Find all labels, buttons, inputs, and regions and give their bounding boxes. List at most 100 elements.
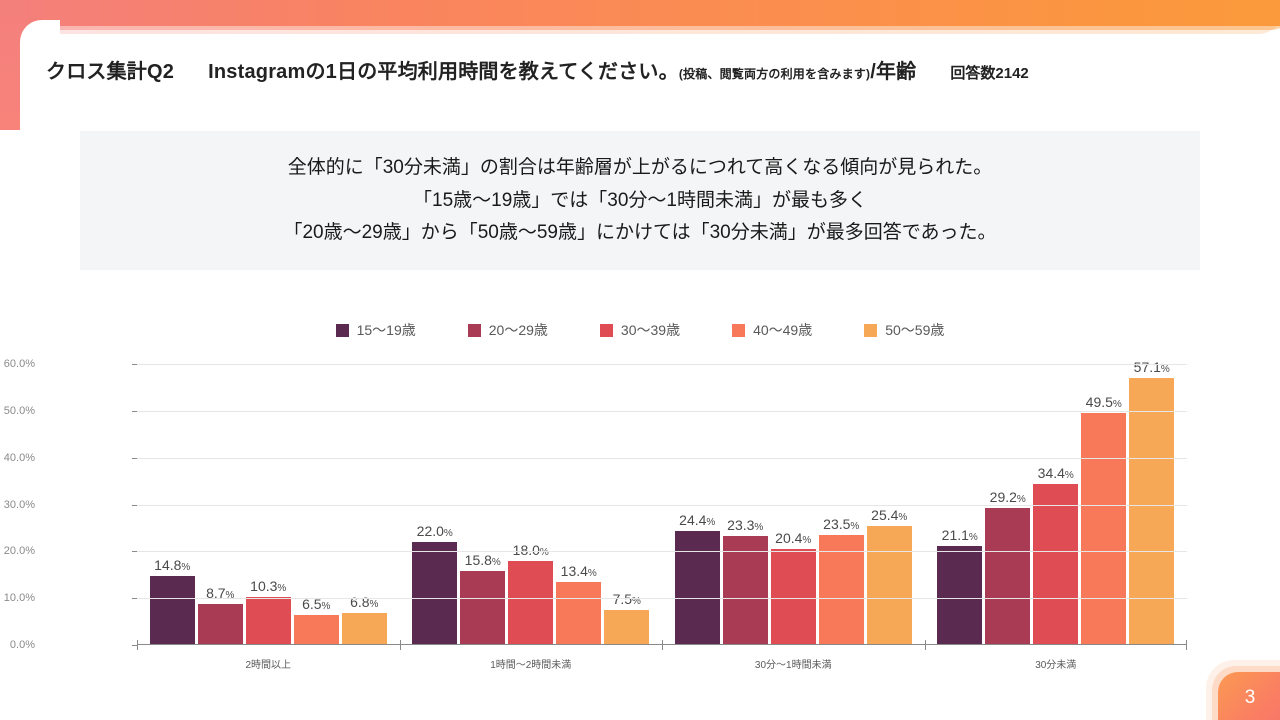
legend-label: 50〜59歳 xyxy=(885,322,945,338)
legend-item-1[interactable]: 15〜19歳 xyxy=(335,320,416,340)
bar-group-2: 22.0%15.8%18.0%13.4%7.5%1時間〜2時間未満 xyxy=(399,364,663,671)
bar-value-label: 8.7% xyxy=(206,585,234,604)
legend-swatch-icon xyxy=(599,323,613,337)
bar-slot: 6.5% xyxy=(293,364,339,645)
question-id: クロス集計Q2 xyxy=(46,61,175,83)
summary-line-3: 「20歳〜29歳」から「50歳〜59歳」にかけては「30分未満」が最多回答であっ… xyxy=(283,222,997,244)
bar[interactable]: 8.7% xyxy=(197,585,243,645)
legend-item-4[interactable]: 40〜49歳 xyxy=(732,320,812,340)
bar[interactable]: 49.5% xyxy=(1081,394,1127,645)
bar[interactable]: 21.1% xyxy=(937,527,983,645)
legend-swatch-icon xyxy=(732,323,746,337)
question-title: Instagramの1日の平均利用時間を教えてください。(投稿、閲覧両方の利用を… xyxy=(208,55,916,84)
bar[interactable]: 6.8% xyxy=(341,594,387,645)
cross-axis-label: /年齢 xyxy=(870,61,917,83)
bar[interactable]: 10.3% xyxy=(245,578,291,645)
accent-notch-fill xyxy=(20,110,50,150)
bar-slot: 49.5% xyxy=(1081,364,1127,645)
bar-value-label: 10.3% xyxy=(250,578,286,597)
legend-item-5[interactable]: 50〜59歳 xyxy=(864,320,944,340)
y-axis-tick-mark xyxy=(132,504,137,506)
bar-slot: 22.0% xyxy=(412,364,458,645)
bar[interactable]: 6.5% xyxy=(293,596,339,645)
bar-value-label: 13.4% xyxy=(561,563,597,582)
x-axis-tick-mark xyxy=(662,640,663,650)
bar-value-number: 13.4 xyxy=(560,563,588,580)
bar[interactable]: 22.0% xyxy=(412,523,458,645)
bar[interactable]: 57.1% xyxy=(1129,359,1175,645)
bar-value-unit: % xyxy=(754,521,764,533)
bar-value-unit: % xyxy=(632,595,641,607)
summary-line-1: 全体的に「30分未満」の割合は年齢層が上がるにつれて高くなる傾向が見られた。 xyxy=(287,156,993,178)
gridline xyxy=(137,364,1187,365)
bar-slot: 29.2% xyxy=(985,364,1031,645)
summary-line-2: 「15歳〜19歳」では「30分〜1時間未満」が最も多く xyxy=(413,189,867,211)
bar-value-number: 20.4 xyxy=(775,530,803,547)
bar-slot: 57.1% xyxy=(1129,359,1175,645)
bar-value-number: 23.5 xyxy=(823,515,851,532)
y-axis-tick-label: 40.0% xyxy=(3,451,35,464)
gridline xyxy=(137,457,1187,459)
bar-value-label: 23.5% xyxy=(823,516,859,535)
bar-group-1: 14.8% 8.7% 10.3% 6.5% 6.8% 2時間以上 xyxy=(137,364,400,671)
legend-label: 40〜49歳 xyxy=(753,322,813,338)
y-axis-tick-label: 60.0% xyxy=(3,358,35,370)
gridline xyxy=(137,551,1187,553)
bar[interactable]: 15.8% xyxy=(460,552,506,645)
bar-value-label: 22.0% xyxy=(417,523,453,542)
bar-value-label: 57.1% xyxy=(1134,359,1170,378)
legend-swatch-icon xyxy=(335,323,349,337)
x-axis-category-label: 1時間〜2時間未満 xyxy=(490,660,572,671)
bar[interactable]: 23.5% xyxy=(818,516,864,645)
bar-groups: 14.8% 8.7% 10.3% 6.5% 6.8% 2時間以上 22.0% 15.8% 18.… xyxy=(137,359,1187,671)
bar-value-unit: % xyxy=(1160,363,1170,375)
y-axis-tick-label: 10.0% xyxy=(3,592,35,605)
y-axis-tick-mark xyxy=(132,598,137,600)
bar-value-number: 14.8 xyxy=(154,556,182,573)
legend-item-2[interactable]: 20〜29歳 xyxy=(467,320,548,340)
bar-value-number: 29.2 xyxy=(989,489,1017,506)
bar-value-label: 25.4% xyxy=(871,507,907,526)
bar[interactable]: 34.4% xyxy=(1033,465,1079,645)
bar-value-unit: % xyxy=(706,516,716,528)
bar-slot: 34.4% xyxy=(1033,364,1079,645)
bar-slot: 23.3% xyxy=(722,364,768,645)
bar[interactable]: 25.4% xyxy=(866,507,912,645)
response-count: 回答数2142 xyxy=(950,65,1029,82)
summary-box: 全体的に「30分未満」の割合は年齢層が上がるにつれて高くなる傾向が見られた。 「… xyxy=(80,131,1200,270)
y-axis-tick-mark xyxy=(132,364,137,365)
bar-value-label: 6.8% xyxy=(350,594,378,613)
bar-value-number: 21.1 xyxy=(941,527,969,544)
bar-value-unit: % xyxy=(369,599,379,611)
legend-label: 20〜29歳 xyxy=(488,322,548,338)
bar-value-unit: % xyxy=(587,568,597,580)
bar[interactable]: 20.4% xyxy=(770,530,816,645)
bar[interactable]: 24.4% xyxy=(674,512,720,645)
y-axis-tick-mark xyxy=(132,410,137,412)
bar-slot: 18.0% xyxy=(508,364,554,645)
gridline xyxy=(137,504,1187,506)
bar[interactable]: 23.3% xyxy=(722,517,768,645)
x-axis-category-label: 30分〜1時間未満 xyxy=(754,660,832,671)
bar[interactable]: 13.4% xyxy=(556,563,602,645)
top-accent-band xyxy=(0,0,1280,26)
bar-slot: 21.1% xyxy=(937,364,983,645)
bar-group-3: 24.4% 23.3% 20.4% 23.5% 25.4% 30分〜1時間未満 xyxy=(662,364,925,671)
bar-slot: 23.5% xyxy=(818,364,864,645)
bar-value-unit: % xyxy=(1112,399,1122,411)
bar-chart: 14.8% 8.7% 10.3% 6.5% 6.8% 2時間以上 22.0% 15.8% 18.… xyxy=(0,350,1280,671)
bar[interactable]: 14.8% xyxy=(149,557,195,645)
question-note: (投稿、閲覧両方の利用を含みます) xyxy=(678,67,871,81)
bar-slot: 8.7% xyxy=(197,364,243,645)
y-axis-tick-mark xyxy=(132,551,137,553)
bar[interactable]: 18.0% xyxy=(508,542,554,645)
bar-value-label: 7.5% xyxy=(613,591,641,610)
legend-item-3[interactable]: 30〜39歳 xyxy=(599,320,680,340)
bar-value-unit: % xyxy=(968,532,978,544)
bar-value-unit: % xyxy=(225,590,235,602)
bar[interactable]: 7.5% xyxy=(604,591,650,645)
bar-group-4: 21.1% 29.2% 34.4% 49.5% 57.1% 30分未満 xyxy=(924,359,1187,671)
bar[interactable]: 29.2% xyxy=(985,489,1031,645)
plot-area: 14.8% 8.7% 10.3% 6.5% 6.8% 2時間以上 22.0% 15.8% 18.… xyxy=(4,358,1187,671)
